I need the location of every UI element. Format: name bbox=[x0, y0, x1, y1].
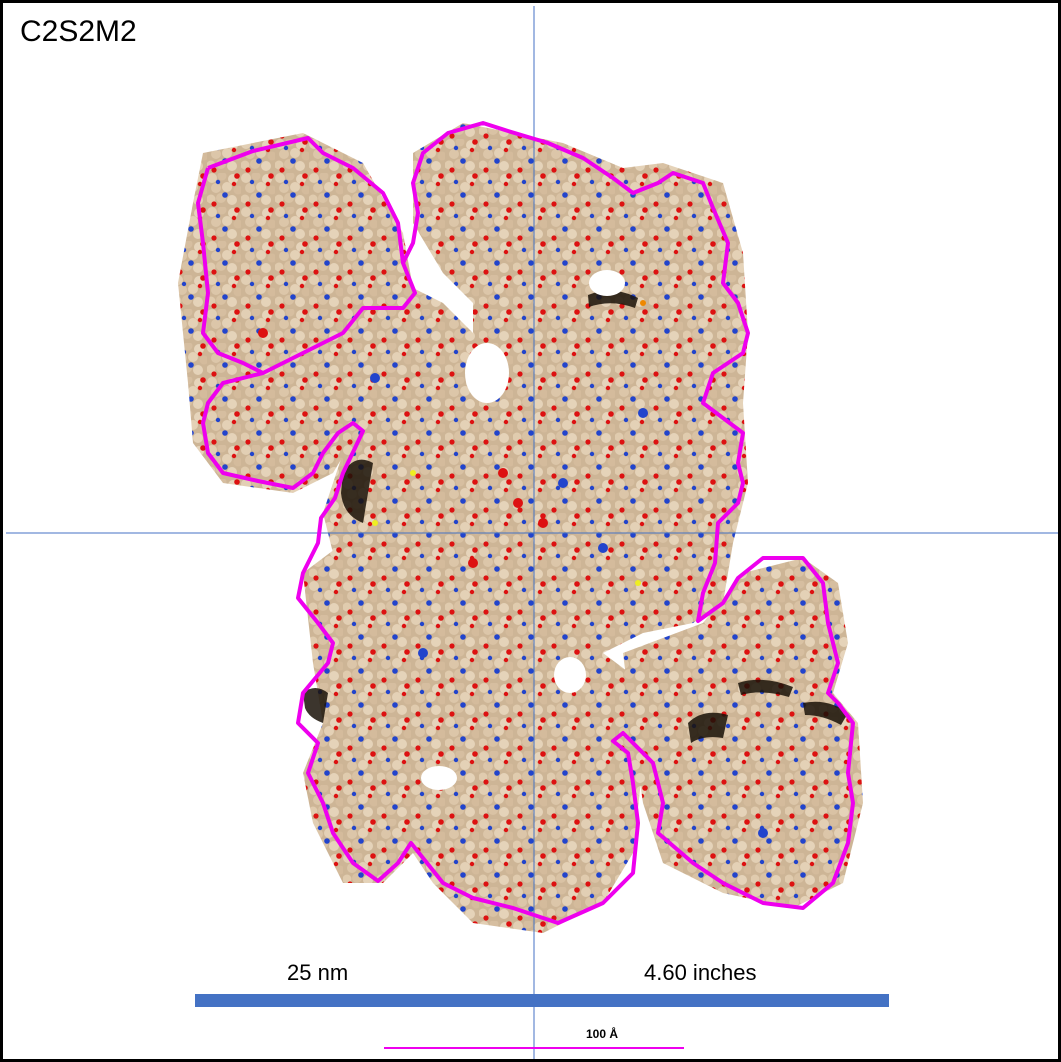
crosshair bbox=[6, 6, 1058, 1059]
shadow-regions bbox=[303, 290, 848, 743]
scale-label-inches: 4.60 inches bbox=[644, 960, 757, 985]
cavity-holes bbox=[421, 270, 625, 790]
figure-label: C2S2M2 bbox=[20, 15, 137, 48]
highlight-atoms bbox=[258, 300, 768, 838]
scale-bar bbox=[195, 994, 889, 1007]
small-scale-label: 100 Å bbox=[586, 1027, 619, 1041]
scale-label-nm: 25 nm bbox=[287, 960, 349, 985]
small-scale-bar bbox=[384, 1047, 684, 1049]
density-outline bbox=[196, 121, 855, 925]
molecular-render bbox=[6, 6, 1058, 1059]
protein-surface bbox=[178, 123, 863, 933]
